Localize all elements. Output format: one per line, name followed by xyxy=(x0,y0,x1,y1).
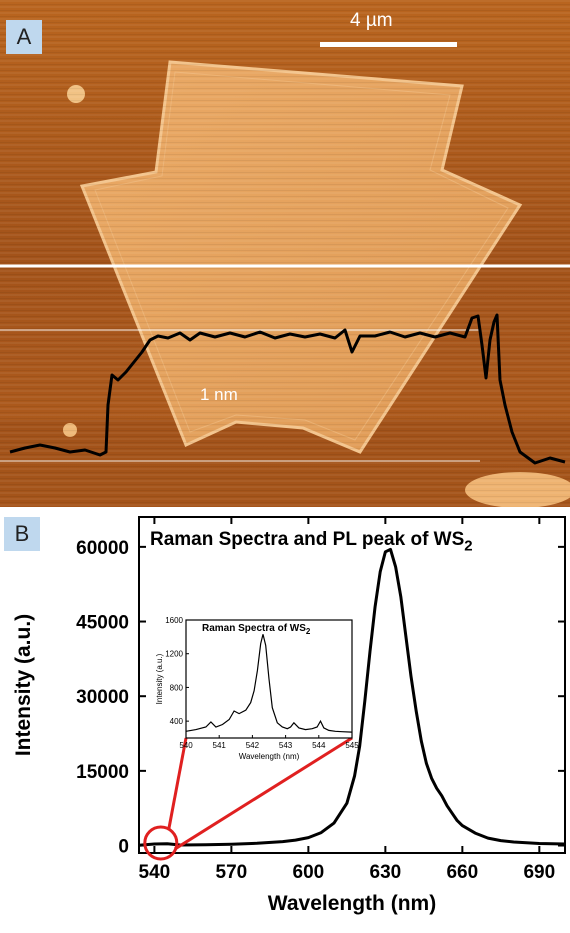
y-axis-label: Intensity (a.u.) xyxy=(12,614,35,756)
inset-y-tick-label: 800 xyxy=(170,683,184,692)
zoom-connector-line xyxy=(167,737,188,830)
inset-x-axis-label: Wavelength (nm) xyxy=(239,752,300,761)
x-tick-label: 570 xyxy=(216,862,248,883)
y-tick-label: 45000 xyxy=(76,613,129,634)
inset-x-tick-label: 542 xyxy=(246,741,260,750)
zoom-circle xyxy=(143,825,179,861)
spectrum-chart: 540 570 600 630 660 690 0 15000 30000 45000 60000 R… xyxy=(12,516,566,915)
x-tick-label: 660 xyxy=(446,862,478,883)
chart-title: Raman Spectra and PL peak of WS2 xyxy=(150,529,473,554)
afm-panel: 4 µm 1 nm A xyxy=(0,0,570,508)
zoom-connector-line xyxy=(174,736,353,851)
x-tick-label: 690 xyxy=(523,862,555,883)
scale-bar-label: 4 µm xyxy=(350,10,393,31)
inset-y-axis-label: Intensity (a.u.) xyxy=(155,653,164,704)
y-tick-label: 15000 xyxy=(76,762,129,783)
panel-label-b: B xyxy=(4,517,40,551)
x-axis-label: Wavelength (nm) xyxy=(268,892,436,915)
inset-x-tick-label: 540 xyxy=(179,741,193,750)
panel-label-a: A xyxy=(6,20,42,54)
inset-y-tick-label: 1200 xyxy=(165,650,183,659)
inset-x-tick-label: 545 xyxy=(345,741,359,750)
height-profile-trace xyxy=(9,313,566,465)
inset-y-tick-label: 1600 xyxy=(165,616,183,625)
scale-bar xyxy=(320,42,457,47)
spectrum-panel: 540 570 600 630 660 690 0 15000 30000 45000 60000 R… xyxy=(0,507,570,928)
inset-title: Raman Spectra of WS2 xyxy=(202,623,311,636)
y-tick-label: 0 xyxy=(118,837,129,858)
inset-x-tick-label: 544 xyxy=(312,741,326,750)
plot-frame xyxy=(138,516,566,854)
y-tick-label: 30000 xyxy=(76,687,129,708)
inset-y-tick-label: 400 xyxy=(170,717,184,726)
x-tick-label: 600 xyxy=(293,862,325,883)
height-label: 1 nm xyxy=(200,385,238,404)
pl-spectrum-line xyxy=(138,547,566,847)
y-tick-label: 60000 xyxy=(76,538,129,559)
afm-image: 4 µm 1 nm xyxy=(0,0,570,508)
inset-x-tick-label: 543 xyxy=(279,741,293,750)
x-tick-label: 630 xyxy=(370,862,402,883)
raman-spectrum-line xyxy=(185,634,353,733)
inset-x-tick-label: 541 xyxy=(213,741,227,750)
x-tick-label: 540 xyxy=(139,862,171,883)
